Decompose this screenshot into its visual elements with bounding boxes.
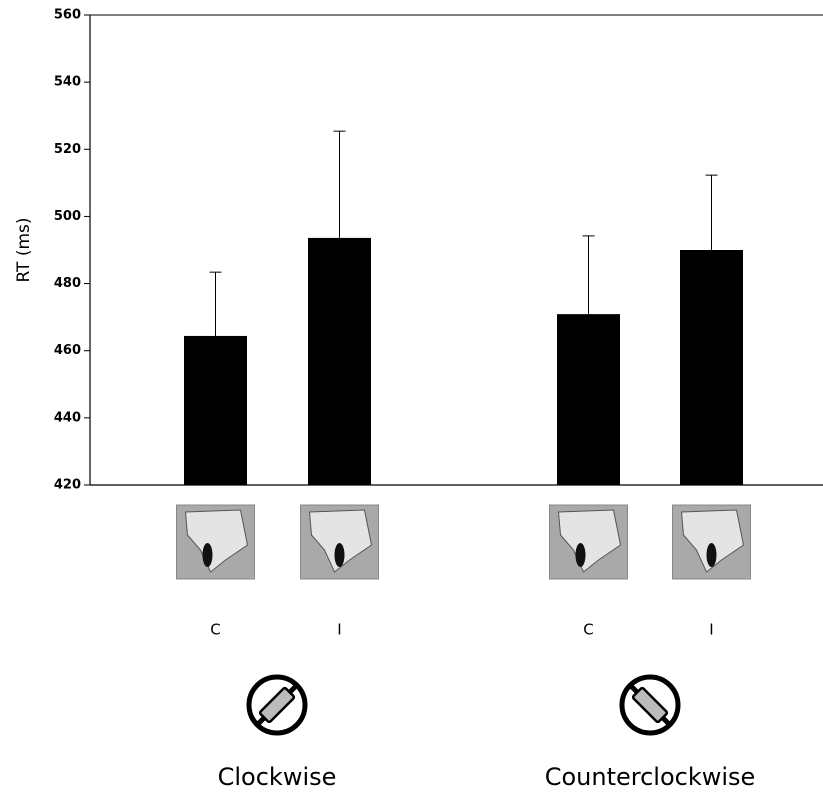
y-tick-label: 500	[54, 209, 81, 224]
chart: RT (ms) Clockwise Counterclockwise 420 44…	[0, 0, 823, 792]
y-tick-label: 460	[54, 343, 81, 358]
finger	[335, 543, 345, 567]
x-tick-label: I	[709, 621, 713, 639]
y-tick-label: 440	[54, 410, 81, 425]
bar	[557, 314, 620, 485]
bar	[184, 336, 247, 485]
finger	[203, 543, 213, 567]
y-tick-label: 480	[54, 276, 81, 291]
group-label: Counterclockwise	[545, 763, 756, 791]
x-tick-label: C	[583, 621, 593, 639]
bar	[680, 250, 743, 485]
y-tick-label: 540	[54, 75, 81, 90]
finger	[576, 543, 586, 567]
y-tick-label: 560	[54, 8, 81, 23]
rotation-icons	[249, 677, 678, 733]
y-tick-label: 520	[54, 142, 81, 157]
bar	[308, 238, 371, 485]
y-tick-label: 420	[54, 478, 81, 493]
x-tick-label: C	[210, 621, 220, 639]
group-label: Clockwise	[218, 763, 337, 791]
clockwise-icon	[249, 677, 305, 733]
counterclockwise-icon	[622, 677, 678, 733]
y-axis-label: RT (ms)	[14, 217, 34, 282]
finger	[707, 543, 717, 567]
x-tick-label: I	[337, 621, 341, 639]
